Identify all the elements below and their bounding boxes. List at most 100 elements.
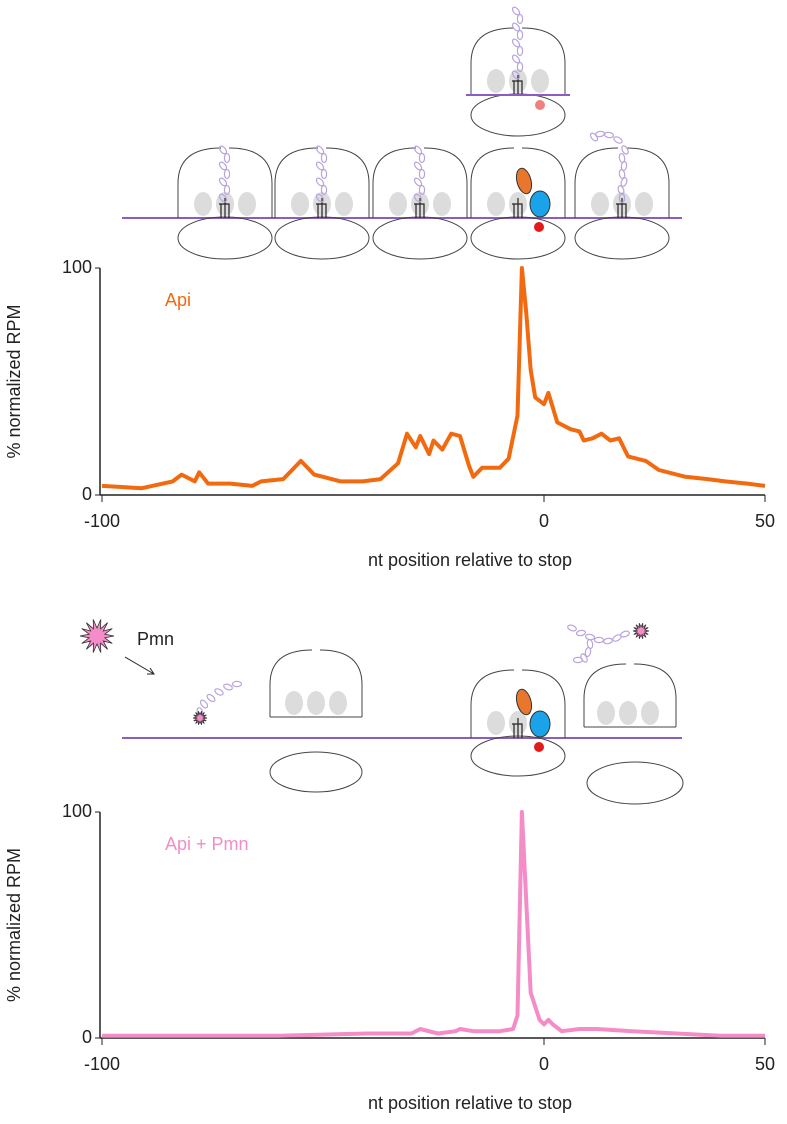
peptide-link bbox=[418, 184, 426, 196]
trna-site bbox=[487, 711, 505, 735]
trna-site bbox=[291, 192, 309, 216]
chart-title: Api + Pmn bbox=[165, 834, 249, 854]
peptide-link bbox=[511, 38, 521, 48]
release-factor bbox=[515, 167, 533, 195]
x-tick-label: 0 bbox=[539, 511, 549, 531]
peptide-link bbox=[315, 177, 325, 187]
trna-site bbox=[531, 69, 549, 93]
peptide-link bbox=[613, 136, 623, 144]
peptide-link bbox=[218, 177, 228, 187]
large-subunit bbox=[470, 27, 566, 95]
x-tick-label: -100 bbox=[84, 1054, 120, 1074]
large-subunit bbox=[574, 147, 670, 218]
trna-site bbox=[194, 192, 212, 216]
peptide-link bbox=[320, 152, 328, 164]
peptide-link bbox=[413, 145, 423, 155]
chart-title: Api bbox=[165, 290, 191, 310]
peptide-link bbox=[593, 636, 605, 644]
peptide-link bbox=[620, 630, 630, 638]
y-tick-label: 0 bbox=[82, 484, 92, 504]
pmn-star bbox=[632, 623, 650, 639]
trna-site bbox=[597, 701, 615, 725]
peptide-link bbox=[516, 61, 524, 73]
trna-site bbox=[619, 701, 637, 725]
peptide-link bbox=[602, 637, 614, 645]
peptide-link bbox=[223, 152, 231, 164]
release-factor bbox=[515, 688, 533, 716]
small-subunit bbox=[274, 216, 370, 260]
peptide-link bbox=[567, 624, 577, 632]
peptide-link bbox=[516, 13, 524, 25]
trna-site bbox=[238, 192, 256, 216]
peptide-link bbox=[315, 145, 325, 155]
large-subunit bbox=[372, 147, 468, 218]
peptide-link bbox=[603, 131, 615, 139]
peptide-link bbox=[223, 683, 233, 691]
peptide-link bbox=[511, 6, 521, 16]
x-axis-label: nt position relative to stop bbox=[368, 550, 572, 570]
large-subunit bbox=[470, 669, 566, 738]
peptide-link bbox=[418, 152, 426, 164]
peptide-link bbox=[617, 185, 625, 195]
peptide-link bbox=[572, 656, 584, 664]
trna bbox=[512, 198, 523, 218]
large-subunit bbox=[177, 147, 273, 218]
peptide-link bbox=[618, 192, 626, 204]
x-tick-label: -100 bbox=[84, 511, 120, 531]
small-subunit bbox=[470, 216, 566, 260]
peptide-link bbox=[218, 161, 228, 171]
peptide-link bbox=[223, 168, 231, 180]
y-tick-label: 100 bbox=[62, 801, 92, 821]
trna-site bbox=[487, 69, 505, 93]
x-tick-label: 50 bbox=[755, 511, 775, 531]
peptide-link bbox=[418, 168, 426, 180]
trna-site bbox=[329, 691, 347, 715]
peptide-link bbox=[621, 145, 629, 155]
peptide-link bbox=[320, 184, 328, 196]
trna-site bbox=[307, 691, 325, 715]
peptide-link bbox=[223, 184, 231, 196]
trna-site bbox=[635, 192, 653, 216]
peptide-link bbox=[413, 161, 423, 171]
trna-site bbox=[641, 701, 659, 725]
trna-site bbox=[285, 691, 303, 715]
small-subunit bbox=[574, 216, 670, 260]
trna-site bbox=[389, 192, 407, 216]
x-tick-label: 50 bbox=[755, 1054, 775, 1074]
y-axis-label: % normalized RPM bbox=[4, 848, 24, 1002]
y-tick-label: 100 bbox=[62, 257, 92, 277]
peptide-link bbox=[511, 54, 521, 64]
x-axis-label: nt position relative to stop bbox=[368, 1093, 572, 1113]
peptide-link bbox=[584, 646, 592, 658]
peptide-link bbox=[199, 699, 209, 709]
peptide-link bbox=[315, 193, 325, 203]
peptide-link bbox=[413, 177, 423, 187]
trna bbox=[512, 718, 523, 738]
small-subunit bbox=[372, 216, 468, 260]
peptide-link bbox=[575, 629, 587, 637]
trna-site bbox=[335, 192, 353, 216]
peptide-link bbox=[580, 653, 588, 663]
diagram-label: Pmn bbox=[137, 629, 174, 649]
api-dot bbox=[534, 742, 544, 752]
small-subunit bbox=[470, 735, 566, 777]
large-subunit bbox=[470, 147, 566, 218]
release-factor bbox=[529, 190, 551, 218]
small-subunit bbox=[470, 93, 566, 137]
small-subunit bbox=[269, 751, 363, 793]
peptide-link bbox=[315, 161, 325, 171]
peptide-link bbox=[511, 70, 521, 80]
data-line bbox=[101, 266, 766, 491]
peptide-link bbox=[218, 145, 228, 155]
pmn-star bbox=[192, 711, 208, 725]
y-tick-label: 0 bbox=[82, 1027, 92, 1047]
peptide-link bbox=[618, 152, 626, 164]
arrow bbox=[124, 656, 155, 675]
peptide-link bbox=[413, 193, 423, 203]
large-subunit bbox=[269, 649, 363, 718]
large-subunit bbox=[583, 663, 677, 728]
trna-site bbox=[591, 192, 609, 216]
y-axis-label: % normalized RPM bbox=[4, 304, 24, 458]
peptide-link bbox=[320, 168, 328, 180]
api-dot bbox=[535, 100, 545, 110]
